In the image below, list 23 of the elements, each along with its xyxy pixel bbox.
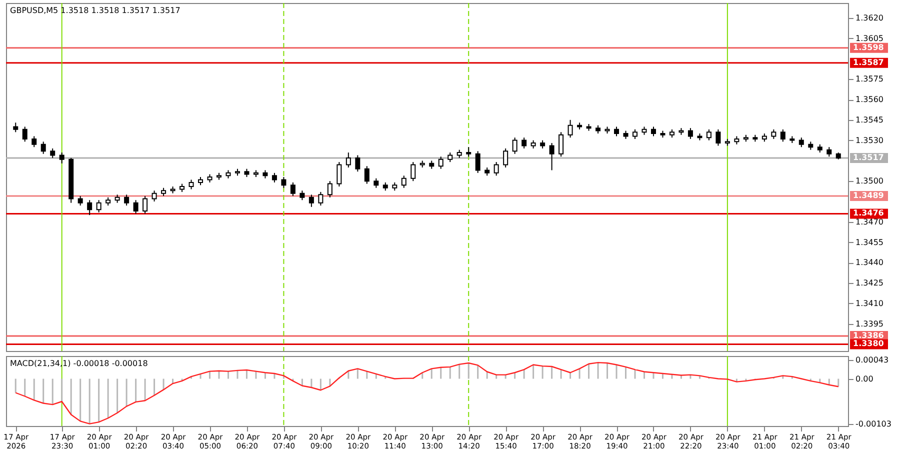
y-tick-label: 1.3575 [856,74,884,84]
y-tick-label: -0.00103 [856,419,892,428]
ref-line-label: 1.3386 [853,331,884,340]
y-tick-label: 1.3455 [856,238,884,247]
y-tick-label: 1.3440 [856,258,884,268]
y-tick-label: 1.3425 [856,278,884,288]
ref-line-label: 1.3517 [853,152,884,162]
y-tick-label: 0.00043 [856,355,889,364]
ref-line-label: 1.3587 [853,58,884,67]
y-tick-label: 1.3545 [856,115,884,124]
ref-line-label: 1.3476 [853,208,884,218]
y-tick-label: 1.3500 [856,176,884,186]
y-tick-label: 1.3560 [856,95,884,104]
ref-line-label: 1.3489 [853,191,884,200]
y-tick-label: 1.3605 [856,34,884,43]
y-tick-label: 1.3530 [856,136,884,145]
y-tick-label: 1.3410 [856,298,884,308]
y-tick-label: 1.3395 [856,319,884,328]
ref-line-label: 1.3598 [853,42,884,52]
y-tick-label: 1.3620 [856,13,884,22]
y-tick-label: 1.3470 [856,217,884,226]
ref-line-label: 1.3380 [853,339,884,348]
y-tick-label: 0.00 [856,374,874,384]
